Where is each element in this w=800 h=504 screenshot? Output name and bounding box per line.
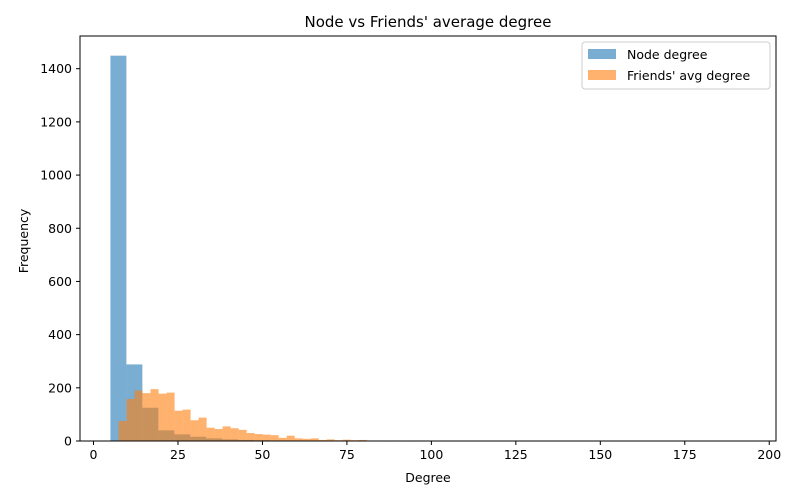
legend-frame — [581, 41, 771, 90]
chart-title: Node vs Friends' average degree — [305, 13, 552, 31]
histogram-bar — [222, 426, 231, 441]
histogram-bar — [206, 427, 215, 441]
y-tick-label: 600 — [48, 274, 72, 289]
x-tick-label: 150 — [588, 447, 612, 462]
histogram-bar — [238, 429, 247, 441]
histogram-bar — [294, 438, 303, 441]
histogram-bar — [126, 398, 135, 441]
plot-frame — [79, 35, 777, 442]
x-tick-label: 175 — [673, 447, 697, 462]
legend-swatch-node-degree — [588, 49, 616, 59]
histogram-bar — [158, 393, 167, 441]
legend: Node degree Friends' avg degree — [581, 41, 771, 90]
histogram-bar — [142, 393, 151, 441]
histogram-bar — [190, 420, 199, 441]
x-tick-label: 0 — [90, 447, 98, 462]
histogram-bar — [182, 409, 191, 441]
legend-label-friends-avg-degree: Friends' avg degree — [627, 68, 750, 83]
histogram-bar — [342, 439, 351, 441]
x-axis-label: Degree — [405, 470, 451, 485]
x-tick-label: 50 — [254, 447, 270, 462]
y-tick-label: 400 — [48, 327, 72, 342]
y-tick-label: 800 — [48, 221, 72, 236]
x-tick-label: 100 — [419, 447, 443, 462]
axes: 0 25 50 75 100 125 150 175 200 0 200 400 600 800 1000 1… — [40, 35, 781, 462]
histogram-bar — [286, 435, 295, 441]
histogram-bar — [318, 439, 327, 441]
histogram-bar — [302, 438, 311, 441]
legend-label-node-degree: Node degree — [627, 47, 708, 62]
histogram-bar — [134, 390, 143, 441]
histogram-bar — [326, 439, 335, 441]
x-tick-label: 200 — [757, 447, 781, 462]
histogram-bar — [214, 429, 223, 441]
histogram-bar — [278, 437, 287, 441]
histogram-bar — [110, 55, 127, 442]
histogram-bar — [310, 438, 319, 441]
histogram-bar — [270, 435, 279, 441]
y-tick-label: 0 — [64, 434, 72, 449]
histogram-bar — [230, 428, 239, 441]
histogram-bar — [198, 417, 207, 441]
histogram-bar — [358, 439, 367, 441]
histogram-bar — [166, 392, 175, 441]
histogram-bar — [118, 421, 127, 441]
x-tick-label: 25 — [170, 447, 186, 462]
y-tick-label: 1000 — [40, 168, 72, 183]
x-tick-label: 75 — [339, 447, 355, 462]
histogram-bar — [174, 410, 183, 441]
y-axis-label: Frequency — [16, 208, 31, 273]
series-friends-avg-degree — [118, 389, 447, 442]
legend-swatch-friends-avg-degree — [588, 70, 616, 80]
y-tick-label: 200 — [48, 380, 72, 395]
histogram-bar — [254, 434, 263, 441]
histogram-bar — [262, 434, 271, 441]
histogram-bar — [150, 389, 159, 441]
histogram-bar — [246, 433, 255, 441]
y-tick-label: 1200 — [40, 114, 72, 129]
x-tick-label: 125 — [504, 447, 528, 462]
y-tick-label: 1400 — [40, 61, 72, 76]
